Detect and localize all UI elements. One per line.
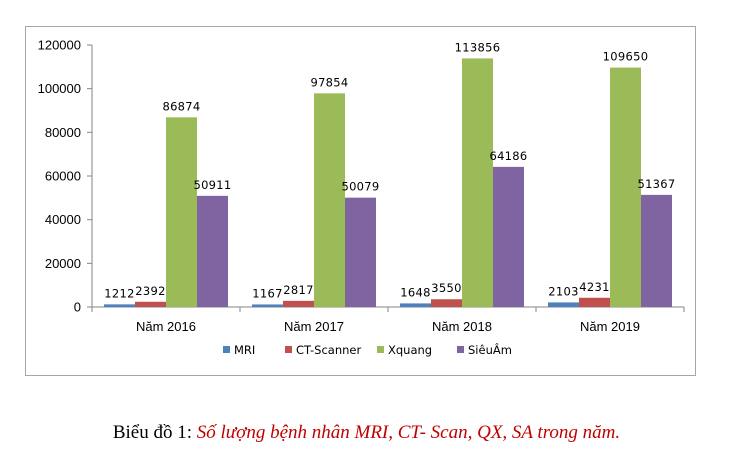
legend-swatch-mri xyxy=(223,346,230,353)
legend-swatch-si-u-m xyxy=(457,346,464,353)
x-category-label: Năm 2018 xyxy=(432,319,492,334)
bar-ct-scanner xyxy=(579,297,610,307)
x-category-label: Năm 2016 xyxy=(136,319,196,334)
bar-mri xyxy=(252,304,283,307)
data-label-si-u-m: 64186 xyxy=(489,149,527,163)
data-label-mri: 1648 xyxy=(400,285,430,299)
chart-frame: 0 20000 40000 60000 80000 100000 120000 Năm 201… xyxy=(25,26,696,376)
data-label-xquang: 97854 xyxy=(310,75,348,89)
data-label-ct-scanner: 4231 xyxy=(579,280,609,294)
data-label-si-u-m: 50079 xyxy=(341,180,379,194)
data-label-xquang: 113856 xyxy=(455,40,501,54)
bar-ct-scanner xyxy=(283,300,314,307)
bar-mri xyxy=(400,303,431,307)
bar-si-u-m xyxy=(493,166,524,307)
data-label-xquang: 86874 xyxy=(162,99,200,113)
data-label-mri: 1212 xyxy=(104,286,134,300)
y-tick-label: 60000 xyxy=(45,169,81,184)
legend-label-ct-scanner: CT-Scanner xyxy=(296,343,361,357)
bar-chart: 0 20000 40000 60000 80000 100000 120000 Năm 201… xyxy=(38,38,685,357)
caption-prefix: Biểu đồ 1: xyxy=(112,422,197,443)
bar-xquang xyxy=(314,93,345,307)
y-tick-label: 20000 xyxy=(45,256,81,271)
chart-caption: Biểu đồ 1: Số lượng bệnh nhân MRI, CT- S… xyxy=(0,422,733,444)
bar-xquang xyxy=(166,117,197,307)
bar-mri xyxy=(548,302,579,307)
data-label-ct-scanner: 2392 xyxy=(135,284,165,298)
bar-si-u-m xyxy=(197,195,228,307)
y-tick-label: 40000 xyxy=(45,212,81,227)
bar-ct-scanner xyxy=(431,299,462,307)
legend-label-xquang: Xquang xyxy=(388,343,432,357)
data-label-si-u-m: 50911 xyxy=(193,178,231,192)
bar-xquang xyxy=(610,67,641,307)
y-tick-label: 80000 xyxy=(45,125,81,140)
x-category-label: Năm 2017 xyxy=(284,319,344,334)
legend-label-mri: MRI xyxy=(234,343,255,357)
x-category-label: Năm 2019 xyxy=(580,319,640,334)
data-label-ct-scanner: 2817 xyxy=(283,283,313,297)
data-label-mri: 2103 xyxy=(548,284,578,298)
y-tick-label: 120000 xyxy=(38,38,81,53)
y-tick-label: 100000 xyxy=(38,81,81,96)
y-tick-label: 0 xyxy=(74,300,81,315)
data-label-ct-scanner: 3550 xyxy=(431,281,461,295)
caption-title: Số lượng bệnh nhân MRI, CT- Scan, QX, SA… xyxy=(196,422,621,443)
data-label-si-u-m: 51367 xyxy=(637,177,675,191)
data-label-mri: 1167 xyxy=(252,286,282,300)
legend-swatch-ct-scanner xyxy=(285,346,292,353)
legend-swatch-xquang xyxy=(377,346,384,353)
legend-label-si-u-m: SiêuÂm xyxy=(468,342,512,357)
bar-ct-scanner xyxy=(135,301,166,307)
bar-xquang xyxy=(462,58,493,307)
data-label-xquang: 109650 xyxy=(603,50,649,64)
bar-mri xyxy=(104,304,135,307)
bar-si-u-m xyxy=(345,197,376,307)
bar-si-u-m xyxy=(641,194,672,307)
